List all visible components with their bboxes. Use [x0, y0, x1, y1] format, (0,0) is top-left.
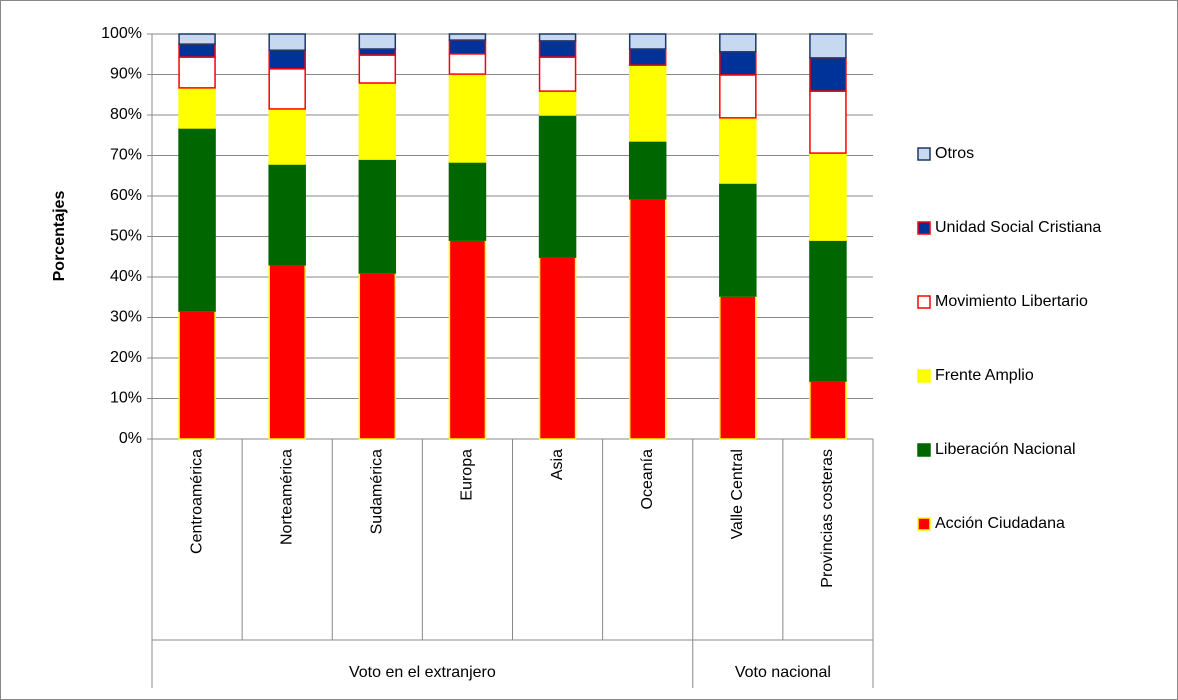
x-tick-label: Sudamérica: [369, 449, 386, 534]
bar-segment: [178, 87, 216, 129]
legend-label: Unidad Social Cristiana: [935, 219, 1101, 236]
bar-segment: [809, 239, 847, 382]
bar-segment: [538, 256, 577, 440]
bar-segment: [719, 33, 757, 53]
bar-segment: [448, 73, 487, 163]
y-tick-label: 30%: [110, 309, 142, 326]
bar-segment: [719, 51, 757, 76]
x-tick-label: Provincias costeras: [819, 449, 836, 588]
y-tick-label: 70%: [110, 147, 142, 164]
bar-segment: [268, 108, 306, 165]
legend-swatch: [917, 369, 931, 383]
bar-segment: [358, 82, 397, 160]
bar-segment: [358, 48, 397, 56]
y-tick-label: 20%: [110, 349, 142, 366]
legend-label: Movimiento Libertario: [935, 293, 1088, 310]
legend-swatch: [917, 221, 931, 235]
bar-segment: [178, 310, 216, 440]
y-tick-label: 50%: [110, 228, 142, 245]
bar-segment: [448, 33, 487, 41]
group-label: Voto nacional: [735, 664, 831, 681]
bar-segment: [448, 39, 487, 55]
bar-segment: [628, 33, 667, 50]
y-tick-label: 10%: [110, 390, 142, 407]
bar-segment: [809, 33, 847, 59]
bar-segment: [538, 40, 577, 58]
x-tick-label: Valle Central: [729, 449, 746, 539]
bar-segment: [178, 127, 216, 312]
bar-segment: [358, 54, 397, 84]
bar-segment: [628, 48, 667, 66]
bar-segment: [448, 161, 487, 241]
y-tick-label: 100%: [101, 25, 142, 42]
x-tick-label: Asia: [549, 449, 566, 480]
bar-segment: [178, 33, 216, 45]
bar-segment: [809, 90, 847, 154]
bar-segment: [268, 49, 306, 70]
bar-segment: [358, 33, 397, 50]
y-axis-label: Porcentajes: [51, 191, 68, 282]
bar-segment: [809, 152, 847, 241]
bar-segment: [268, 33, 306, 51]
bar-segment: [719, 74, 757, 119]
legend-label: Otros: [935, 145, 974, 162]
x-tick-label: Centroamérica: [188, 449, 205, 554]
y-tick-label: 90%: [110, 66, 142, 83]
legend-swatch: [917, 517, 931, 531]
legend-swatch: [917, 147, 931, 161]
bar-segment: [358, 272, 397, 440]
legend-swatch: [917, 295, 931, 309]
x-tick-label: Europa: [459, 449, 476, 501]
legend-label: Acción Ciudadana: [935, 515, 1065, 532]
bar-segment: [628, 198, 667, 440]
y-tick-label: 40%: [110, 268, 142, 285]
y-tick-label: 80%: [110, 106, 142, 123]
bar-segment: [358, 158, 397, 274]
bar-segment: [809, 380, 847, 440]
bar-segment: [268, 163, 306, 266]
x-tick-label: Oceanía: [639, 449, 656, 510]
legend-label: Liberación Nacional: [935, 441, 1076, 458]
bar-segment: [719, 295, 757, 440]
bar-segment: [809, 57, 847, 92]
bar-segment: [538, 56, 577, 92]
legend-swatch: [917, 443, 931, 457]
y-tick-label: 0%: [119, 430, 142, 447]
bar-segment: [268, 264, 306, 440]
bar-segment: [268, 68, 306, 110]
legend-label: Frente Amplio: [935, 367, 1034, 384]
bar-segment: [719, 117, 757, 184]
x-tick-label: Norteamérica: [278, 449, 295, 545]
group-label: Voto en el extranjero: [349, 664, 496, 681]
bar-segment: [628, 64, 667, 142]
bar-segment: [538, 33, 577, 42]
bar-segment: [538, 90, 577, 116]
bar-segment: [178, 56, 216, 89]
bar-segment: [719, 182, 757, 297]
bar-segment: [538, 114, 577, 258]
y-tick-label: 60%: [110, 187, 142, 204]
bar-segment: [448, 53, 487, 75]
bar-segment: [448, 239, 487, 440]
bar-segment: [628, 140, 667, 200]
bar-segment: [178, 43, 216, 58]
